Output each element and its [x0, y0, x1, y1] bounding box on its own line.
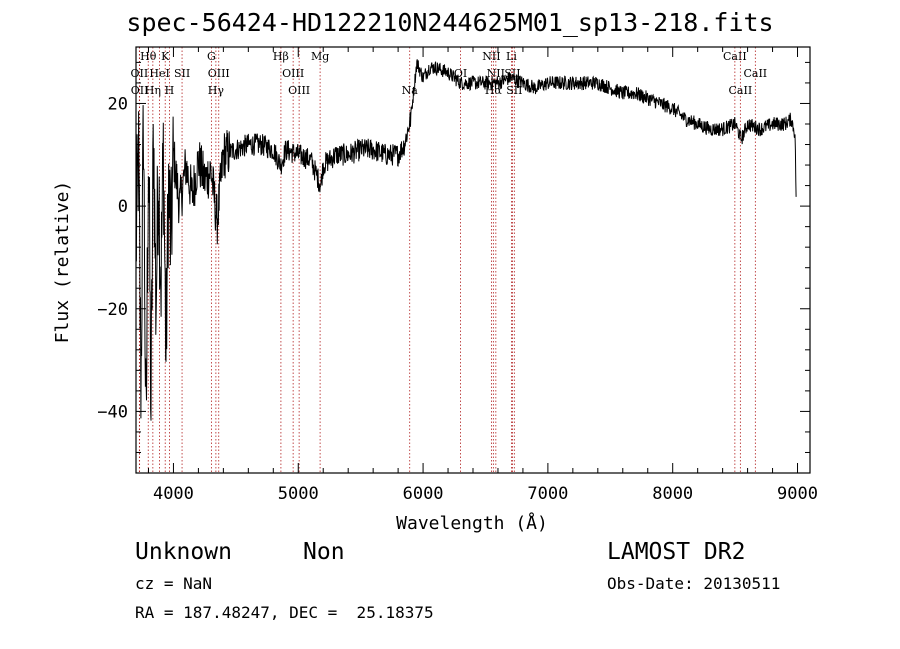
- line-marker-label-8: OII: [131, 67, 149, 80]
- obs-date: Obs-Date: 20130511: [607, 574, 781, 593]
- cz-value: cz = NaN: [135, 574, 213, 593]
- x-tick-label: 7000: [527, 484, 568, 504]
- spectrum-line: [135, 59, 797, 421]
- spectrum-series: [135, 59, 797, 421]
- line-marker-label-7: CaII: [723, 50, 747, 63]
- x-tick-label: 5000: [278, 484, 319, 504]
- line-marker-label-19: H: [165, 84, 175, 97]
- y-axis-label: Flux (relative): [52, 181, 73, 344]
- y-tick-label: −20: [97, 300, 128, 320]
- line-marker-label-21: OIII: [288, 84, 310, 97]
- x-tick-label: 4000: [153, 484, 194, 504]
- line-marker-label-5: NII: [482, 50, 500, 63]
- x-tick-label: 9000: [777, 484, 818, 504]
- subclass-label: Non: [303, 539, 345, 565]
- line-marker-label-24: SII: [506, 84, 522, 97]
- line-marker-label-14: NII: [487, 67, 505, 80]
- plot-frame: [135, 46, 811, 474]
- line-marker-label-22: Na: [402, 84, 419, 97]
- survey-label: LAMOST DR2: [607, 539, 746, 565]
- line-marker-label-4: Mg: [311, 50, 329, 63]
- line-marker-label-18: Hη: [145, 84, 161, 97]
- x-tick-label: 8000: [652, 484, 693, 504]
- line-marker-label-17: OII: [131, 84, 149, 97]
- y-tick-label: −40: [97, 402, 128, 422]
- line-marker-label-12: OIII: [282, 67, 304, 80]
- y-tick-label: 20: [108, 94, 128, 114]
- y-tick-label: 0: [118, 197, 128, 217]
- line-marker-label-20: Hγ: [208, 84, 225, 97]
- chart-title: spec-56424-HD122210N244625M01_sp13-218.f…: [126, 8, 774, 37]
- line-marker-label-11: OIII: [208, 67, 230, 80]
- x-tick-label: 6000: [403, 484, 444, 504]
- line-marker-label-3: Hβ: [273, 50, 289, 63]
- line-marker-label-16: CaII: [743, 67, 767, 80]
- line-marker-label-9: HeI: [149, 67, 169, 80]
- line-marker-label-2: G: [207, 50, 216, 63]
- axes: 4000 5000 6000 7000 8000 9000 −40 −20 0 20: [97, 47, 818, 504]
- x-axis-label: Wavelength (Å): [396, 512, 548, 534]
- coordinates: RA = 187.48247, DEC = 25.18375: [135, 603, 434, 622]
- line-marker-label-6: Li: [506, 50, 517, 63]
- line-marker-label-0: Hθ: [140, 50, 157, 63]
- line-marker-label-1: K: [161, 50, 170, 63]
- line-marker-label-10: SII: [174, 67, 190, 80]
- line-marker-label-23: Hα: [485, 84, 503, 97]
- line-marker-label-25: CaII: [729, 84, 753, 97]
- class-label: Unknown: [135, 539, 232, 565]
